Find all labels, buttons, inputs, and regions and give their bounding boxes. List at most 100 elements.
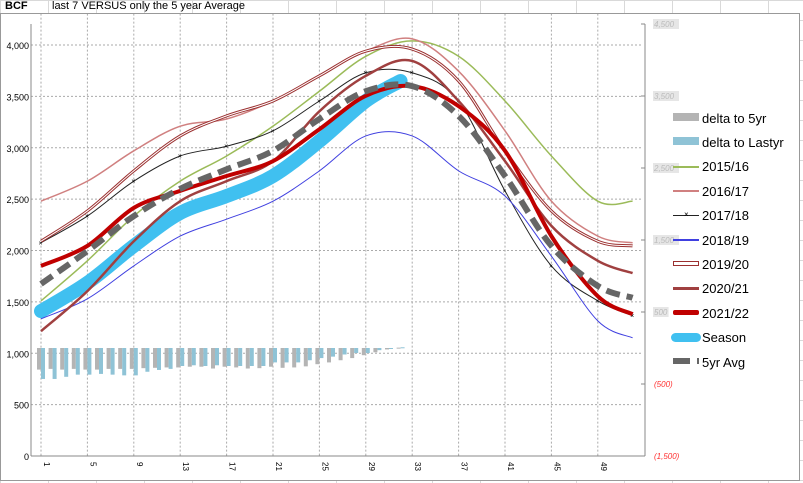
series-2017-18 <box>40 68 633 317</box>
bar-delta-to-5yr <box>315 348 320 365</box>
marker-x: × <box>271 128 275 135</box>
y2-tick-label: 4,500 <box>654 20 675 29</box>
legend-swatch <box>673 306 699 320</box>
bar-delta-to-5yr <box>83 348 88 370</box>
bar-delta-to-Lastyr <box>191 348 196 366</box>
legend-item: Season <box>671 330 747 346</box>
y-tick-label: 2,500 <box>6 195 29 205</box>
bar-delta-to-Lastyr <box>296 348 301 363</box>
legend-label: delta to 5yr <box>702 110 767 126</box>
bar-delta-to-Lastyr <box>365 348 370 354</box>
x-tick-label: 13 <box>181 462 190 471</box>
cell-a1[interactable]: BCF <box>5 0 28 12</box>
bar-delta-to-Lastyr <box>284 348 289 363</box>
bar-delta-to-5yr <box>37 348 41 370</box>
bar-delta-to-5yr <box>234 348 239 368</box>
bar-delta-to-5yr <box>245 348 250 369</box>
bar-delta-to-5yr <box>176 348 181 368</box>
bar-delta-to-5yr <box>164 348 169 368</box>
bar-delta-to-Lastyr <box>203 348 208 366</box>
marker-x: × <box>317 98 321 105</box>
bar-delta-to-Lastyr <box>145 348 150 372</box>
bar-delta-to-5yr <box>222 348 227 367</box>
bar-delta-to-5yr <box>141 348 146 369</box>
bar-delta-to-Lastyr <box>400 347 405 349</box>
bar-delta-to-5yr <box>396 347 401 349</box>
x-tick-label: 21 <box>274 462 283 471</box>
bar-delta-to-Lastyr <box>99 348 103 374</box>
chart-plot: 0 500 1,000 1,500 2,000 2,500 3,000 3,500 4,000 1… <box>6 14 680 471</box>
bar-delta-to-Lastyr <box>354 348 359 354</box>
bar-delta-to-Lastyr <box>110 348 115 375</box>
x-tick-label: 33 <box>413 462 422 471</box>
marker-x: × <box>85 214 89 221</box>
legend-label: delta to Lastyr <box>702 134 784 150</box>
series-5yr-Avg <box>39 81 634 301</box>
cell-b1[interactable]: last 7 VERSUS only the 5 year Average <box>52 0 246 12</box>
legend-item: 2015/16 <box>673 159 749 175</box>
bar-delta-to-Lastyr <box>87 348 92 375</box>
y2-tick-label: 3,500 <box>654 92 675 101</box>
bar-delta-to-5yr <box>118 348 123 369</box>
bar-delta-to-Lastyr <box>342 348 347 355</box>
legend-swatch <box>673 282 699 296</box>
bar-delta-to-5yr <box>292 348 297 368</box>
bar-delta-to-5yr <box>71 348 76 369</box>
y-tick-label: 3,000 <box>6 144 29 154</box>
legend-swatch <box>673 355 699 369</box>
bar-delta-to-Lastyr <box>389 348 393 349</box>
legend-label: Season <box>702 330 747 346</box>
bar-delta-to-Lastyr <box>319 348 324 359</box>
bar-delta-to-Lastyr <box>180 348 185 366</box>
y2-label-bg <box>653 91 679 101</box>
legend-label: 2015/16 <box>702 159 749 175</box>
legend-swatch <box>673 111 699 125</box>
bar-delta-to-5yr <box>257 348 262 369</box>
bar-delta-to-5yr <box>373 348 378 353</box>
y-tick-label: 0 <box>24 452 29 462</box>
x-tick-label: 9 <box>135 462 144 467</box>
bar-delta-to-5yr <box>361 348 366 356</box>
legend-swatch <box>673 135 699 149</box>
y-tick-label: 3,500 <box>6 92 29 102</box>
y2-tick-label: (500) <box>654 380 673 389</box>
y2-label-bg <box>653 235 679 245</box>
bar-delta-to-Lastyr <box>238 348 243 366</box>
marker-x: × <box>630 313 634 320</box>
y2-tick-label: (1,500) <box>654 452 680 461</box>
y2-tick-label: 2,500 <box>653 164 675 173</box>
y2-label-bg <box>653 19 679 29</box>
x-tick-label: 1 <box>42 462 51 467</box>
legend-label: 2016/17 <box>702 183 749 199</box>
marker-x: × <box>410 70 414 77</box>
marker-x: × <box>503 188 507 195</box>
bar-delta-to-Lastyr <box>249 348 254 366</box>
bar-delta-to-Lastyr <box>377 348 382 351</box>
bar-delta-to-Lastyr <box>261 348 266 366</box>
marker-x: × <box>549 263 553 270</box>
y2-label-bg <box>653 307 669 317</box>
bar-delta-to-Lastyr <box>168 348 173 369</box>
legend-item: 2020/21 <box>673 281 749 297</box>
bar-delta-to-5yr <box>269 348 273 367</box>
legend-label: 2021/22 <box>702 305 749 321</box>
x-tick-label: 29 <box>367 462 376 471</box>
y2-label-bg <box>653 163 679 173</box>
legend-item: 2018/19 <box>673 232 749 248</box>
bar-delta-to-Lastyr <box>307 348 312 361</box>
x-tick-label: 17 <box>228 462 237 471</box>
chart-area[interactable]: 0 500 1,000 1,500 2,000 2,500 3,000 3,500 4,000 1… <box>0 13 800 481</box>
bar-delta-to-5yr <box>199 348 204 367</box>
bar-delta-to-5yr <box>48 348 53 369</box>
legend-label: 2017/18 <box>702 208 749 224</box>
bar-delta-to-5yr <box>60 348 65 370</box>
bar-delta-to-5yr <box>95 348 99 370</box>
x-tick-label: 49 <box>599 462 608 471</box>
bar-delta-to-Lastyr <box>41 348 45 379</box>
x-tick-label: 37 <box>460 462 469 471</box>
legend-swatch <box>673 233 699 247</box>
y-tick-label: 1,000 <box>6 349 29 359</box>
bar-delta-to-Lastyr <box>226 348 231 366</box>
legend-item: delta to Lastyr <box>673 134 784 150</box>
legend-swatch <box>673 184 699 198</box>
